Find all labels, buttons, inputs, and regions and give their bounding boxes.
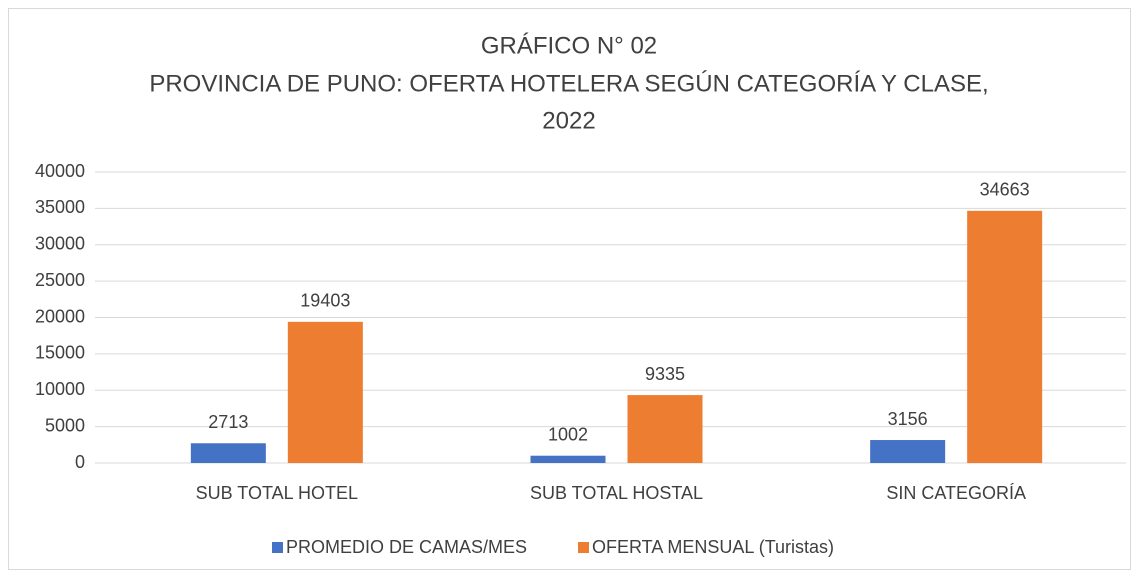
y-tick-label: 35000: [35, 197, 85, 217]
chart-title: GRÁFICO N° 02: [481, 32, 657, 59]
y-tick-label: 20000: [35, 306, 85, 326]
bar: [287, 321, 363, 463]
x-tick-label: SUB TOTAL HOTEL: [196, 483, 358, 503]
bar: [870, 440, 946, 463]
data-label: 1002: [548, 424, 588, 444]
chart-border: [8, 8, 1131, 570]
y-tick-label: 0: [75, 452, 85, 472]
y-tick-label: 15000: [35, 343, 85, 363]
y-tick-label: 40000: [35, 161, 85, 181]
y-tick-label: 25000: [35, 270, 85, 290]
chart-title: PROVINCIA DE PUNO: OFERTA HOTELERA SEGÚN…: [149, 70, 988, 97]
x-tick-label: SUB TOTAL HOSTAL: [530, 483, 703, 503]
data-label: 9335: [645, 364, 685, 384]
bar: [627, 395, 703, 463]
legend-swatch: [578, 542, 589, 553]
legend-swatch: [272, 542, 283, 553]
bar: [190, 443, 266, 463]
bar: [530, 455, 606, 463]
chart-title: 2022: [542, 107, 595, 134]
legend-label: OFERTA MENSUAL (Turistas): [592, 537, 834, 557]
y-tick-label: 5000: [45, 415, 85, 435]
data-label: 3156: [888, 409, 928, 429]
x-tick-label: SIN CATEGORÍA: [886, 483, 1026, 503]
y-tick-label: 30000: [35, 234, 85, 254]
data-label: 34663: [980, 180, 1030, 200]
data-label: 19403: [300, 291, 350, 311]
bar: [967, 210, 1043, 463]
y-tick-label: 10000: [35, 379, 85, 399]
data-label: 2713: [208, 412, 248, 432]
legend-label: PROMEDIO DE CAMAS/MES: [286, 537, 527, 557]
